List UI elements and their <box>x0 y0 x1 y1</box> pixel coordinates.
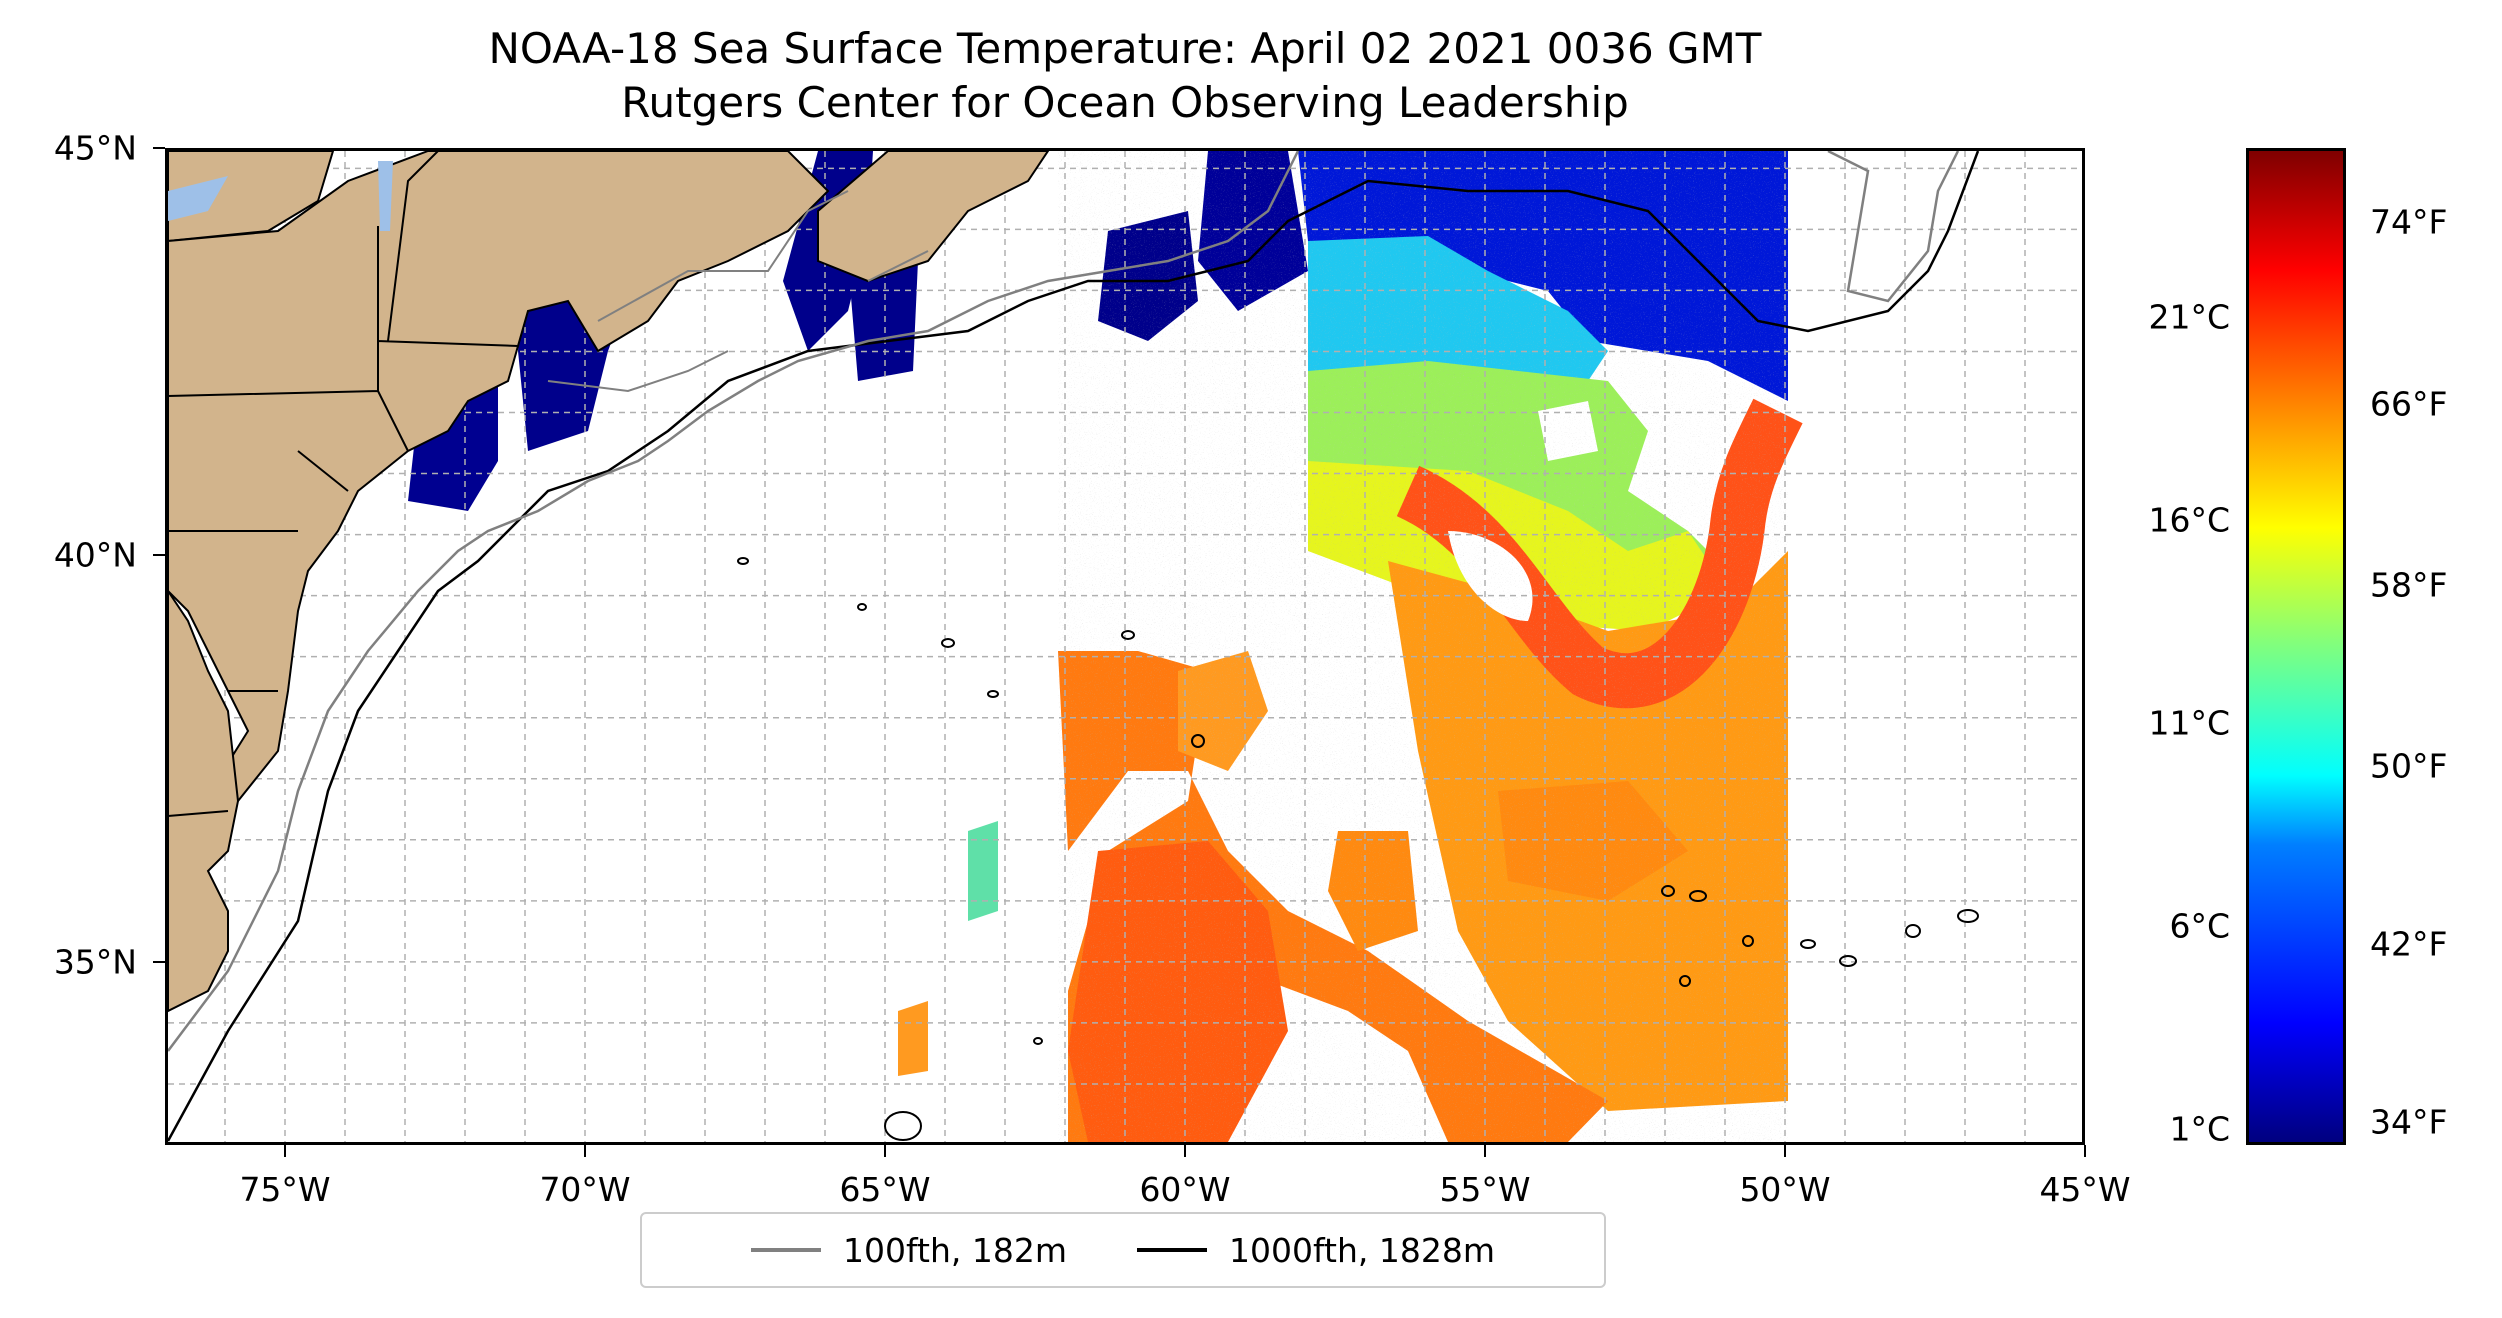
contour-legend: 100fth, 182m 1000fth, 1828m <box>640 1212 1606 1288</box>
longitude-tick <box>584 1145 586 1157</box>
title-line-1: NOAA-18 Sea Surface Temperature: April 0… <box>488 24 1762 73</box>
sst-cool-patch <box>968 821 998 921</box>
lake <box>168 176 228 221</box>
isobath-100fth <box>168 151 1960 1052</box>
colorbar-celsius-label: 6°C <box>2169 906 2230 946</box>
colorbar-celsius-label: 16°C <box>2148 500 2230 540</box>
latitude-tick <box>153 147 165 149</box>
legend-swatch-1000fth <box>1137 1248 1207 1252</box>
gridlines <box>168 151 2082 1142</box>
legend-label-1000fth: 1000fth, 1828m <box>1229 1230 1495 1270</box>
longitude-tick <box>2084 1145 2086 1157</box>
land-group <box>168 151 1050 1013</box>
colorbar-celsius-label: 1°C <box>2169 1109 2230 1149</box>
longitude-tick <box>1484 1145 1486 1157</box>
legend-item-100fth: 100fth, 182m <box>751 1231 1067 1270</box>
longitude-tick-label: 65°W <box>839 1170 931 1209</box>
colorbar-fahrenheit-label: 42°F <box>2370 924 2448 964</box>
colorbar-fahrenheit-label: 58°F <box>2370 565 2448 605</box>
colorbar-fahrenheit-label: 50°F <box>2370 746 2448 786</box>
longitude-tick <box>884 1145 886 1157</box>
sst-noise <box>1058 151 1788 1142</box>
sst-swath-group <box>408 151 1803 1142</box>
legend-label-100fth: 100fth, 182m <box>843 1230 1067 1270</box>
map-panel <box>165 148 2085 1145</box>
map-canvas <box>168 151 2082 1142</box>
sst-cold-patch <box>848 261 918 381</box>
temperature-colorbar <box>2246 148 2346 1145</box>
colorbar-fahrenheit-label: 74°F <box>2370 202 2448 242</box>
land-mass <box>817 151 1050 283</box>
latitude-tick <box>153 553 165 556</box>
lake <box>378 161 393 231</box>
seamounts <box>737 557 1979 1141</box>
map-title: NOAA-18 Sea Surface Temperature: April 0… <box>165 22 2085 130</box>
colorbar-celsius-label: 21°C <box>2148 297 2230 337</box>
longitude-tick <box>1184 1145 1186 1157</box>
legend-item-1000fth: 1000fth, 1828m <box>1137 1231 1495 1270</box>
land-mass <box>168 151 830 803</box>
title-line-2: Rutgers Center for Ocean Observing Leade… <box>621 78 1629 127</box>
colorbar-fahrenheit-label: 66°F <box>2370 384 2448 424</box>
longitude-tick-label: 55°W <box>1439 1170 1531 1209</box>
land-mass <box>168 151 335 243</box>
isobath-1000fth <box>168 151 1980 1142</box>
longitude-tick-label: 45°W <box>2039 1170 2131 1209</box>
longitude-tick-label: 50°W <box>1739 1170 1831 1209</box>
colorbar-fahrenheit-label: 34°F <box>2370 1102 2448 1142</box>
legend-swatch-100fth <box>751 1248 821 1252</box>
latitude-tick <box>153 960 165 963</box>
state-borders <box>168 151 519 817</box>
longitude-tick <box>1784 1145 1786 1157</box>
longitude-tick <box>284 1145 286 1157</box>
longitude-tick-label: 75°W <box>239 1170 331 1209</box>
latitude-tick-label: 35°N <box>53 942 137 982</box>
longitude-tick-label: 70°W <box>539 1170 631 1209</box>
latitude-tick-label: 40°N <box>53 535 137 575</box>
latitude-tick-label: 45°N <box>53 128 137 168</box>
colorbar-celsius-label: 11°C <box>2148 703 2230 743</box>
land-mass <box>168 589 240 1013</box>
longitude-tick-label: 60°W <box>1139 1170 1231 1209</box>
sst-warm-patch <box>898 1001 928 1076</box>
isobath-100fth <box>547 190 929 393</box>
